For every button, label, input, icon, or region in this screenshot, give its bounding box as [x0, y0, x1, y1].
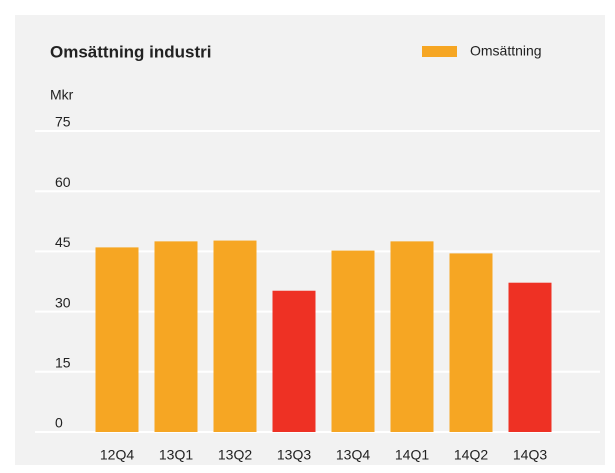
x-tick-label: 14Q2	[454, 447, 488, 463]
bar	[390, 241, 434, 432]
x-tick-label: 13Q2	[218, 447, 252, 463]
bar	[272, 290, 316, 432]
y-tick-label: 60	[55, 174, 71, 190]
y-tick-label: 15	[55, 355, 71, 371]
legend-label: Omsättning	[470, 43, 542, 59]
chart-title: Omsättning industri	[50, 42, 212, 61]
y-axis-label: Mkr	[50, 87, 74, 103]
y-tick-label: 75	[55, 114, 71, 130]
y-tick-label: 0	[55, 415, 63, 431]
x-tick-label: 13Q3	[277, 447, 311, 463]
bar	[213, 240, 257, 432]
bar	[508, 282, 552, 432]
x-tick-label: 12Q4	[100, 447, 134, 463]
legend-swatch	[422, 46, 457, 57]
x-tick-label: 14Q3	[513, 447, 547, 463]
x-tick-label: 13Q1	[159, 447, 193, 463]
bar	[449, 253, 493, 432]
y-tick-label: 45	[55, 234, 71, 250]
x-tick-label: 13Q4	[336, 447, 370, 463]
bar	[95, 247, 139, 432]
x-tick-label: 14Q1	[395, 447, 429, 463]
bar	[331, 250, 375, 432]
bar	[154, 241, 198, 432]
y-tick-label: 30	[55, 294, 71, 310]
